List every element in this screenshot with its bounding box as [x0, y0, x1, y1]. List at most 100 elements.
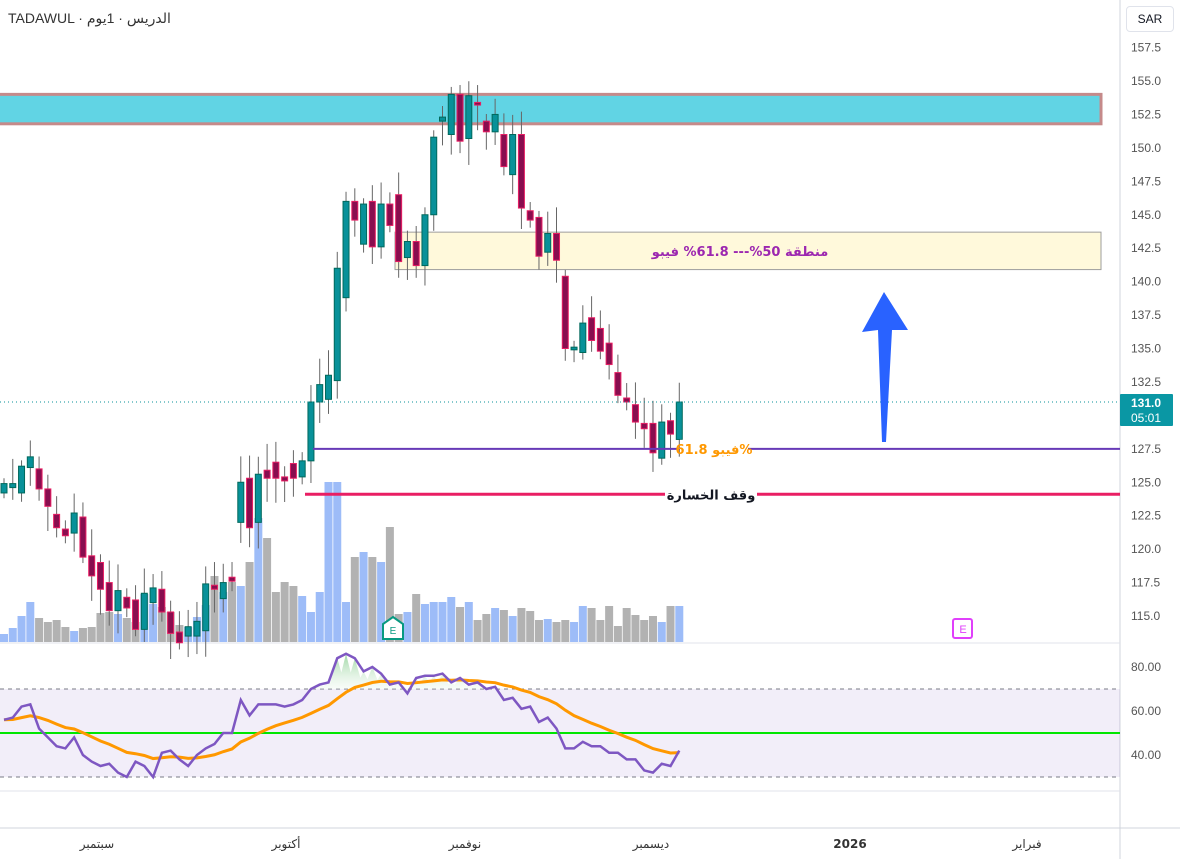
- volume-bar: [631, 615, 640, 642]
- volume-bar: [622, 608, 631, 642]
- candle-down: [53, 513, 61, 529]
- volume-bar: [675, 606, 684, 642]
- candle-down: [386, 203, 394, 226]
- earnings-icon[interactable]: [382, 615, 404, 640]
- volume-bar: [412, 594, 421, 642]
- candle-down: [526, 210, 534, 221]
- volume-bar: [87, 627, 96, 642]
- volume-bar: [0, 634, 8, 642]
- resistance-zone[interactable]: [0, 92, 1103, 126]
- candle-up: [377, 203, 385, 248]
- candle-down: [640, 422, 648, 430]
- price-tick: 120.0: [1131, 542, 1161, 556]
- candle-down: [631, 404, 639, 423]
- candle-down: [61, 528, 69, 537]
- volume-bar: [157, 607, 166, 642]
- candle-down: [500, 134, 508, 168]
- time-tick: سبتمبر: [79, 837, 114, 852]
- up-arrow-icon[interactable]: [862, 292, 908, 442]
- volume-bar: [219, 592, 228, 642]
- candle-up: [658, 421, 666, 459]
- volume-bar: [105, 612, 114, 642]
- candle-up: [509, 134, 517, 176]
- candle-down: [517, 134, 525, 209]
- volume-bar: [403, 612, 412, 642]
- rsi-tick: 60.00: [1131, 704, 1161, 718]
- fib-zone[interactable]: [394, 231, 1102, 271]
- volume-bar: [254, 518, 263, 642]
- currency-button[interactable]: SAR: [1126, 6, 1174, 32]
- last-price-badge: [1120, 394, 1173, 426]
- price-tick: 140.0: [1131, 275, 1161, 289]
- time-tick: 2026: [833, 837, 866, 851]
- volume-bar: [456, 607, 465, 642]
- volume-bar: [534, 620, 543, 642]
- candle-up: [237, 481, 245, 523]
- volume-bar: [385, 527, 394, 642]
- volume-bar: [570, 622, 579, 642]
- time-tick: أكتوبر: [271, 836, 301, 852]
- candle-up: [70, 512, 78, 534]
- candle-down: [667, 420, 675, 435]
- candle-up: [491, 113, 499, 133]
- candle-up: [333, 267, 341, 382]
- volume-bar: [578, 606, 587, 642]
- volume-bar: [324, 482, 333, 642]
- fib-618-label: فيبو 61.8%: [676, 443, 753, 458]
- rsi-tick: 80.00: [1131, 660, 1161, 674]
- candle-up: [140, 592, 148, 630]
- price-tick: 157.5: [1131, 41, 1161, 55]
- volume-bar: [52, 620, 61, 642]
- volume-bar: [648, 616, 657, 642]
- price-tick: 117.5: [1131, 576, 1160, 590]
- candle-up: [202, 583, 210, 632]
- volume-bar: [464, 602, 473, 642]
- stop-loss-label-bg: [665, 484, 757, 505]
- candle-down: [412, 241, 420, 267]
- volume-bar: [280, 582, 289, 642]
- volume-bar: [263, 538, 272, 642]
- volume-bar: [61, 627, 70, 642]
- volume-bar: [306, 612, 315, 642]
- volume-bar: [508, 616, 517, 642]
- candle-down: [132, 599, 140, 630]
- candle-down: [158, 588, 166, 613]
- price-tick: 147.5: [1131, 174, 1161, 188]
- candle-up: [447, 93, 455, 135]
- price-tick: 135.0: [1131, 342, 1161, 356]
- volume-bar: [342, 602, 351, 642]
- price-tick: 150.0: [1131, 141, 1161, 155]
- candle-down: [35, 468, 43, 490]
- candle-up: [675, 401, 683, 440]
- candle-down: [79, 516, 87, 558]
- candle-down: [281, 476, 289, 482]
- candle-down: [588, 317, 596, 341]
- candle-down: [368, 200, 376, 248]
- candle-down: [210, 584, 218, 590]
- volume-bar: [657, 622, 666, 642]
- volume-bar: [605, 606, 614, 642]
- upcoming-earnings-icon[interactable]: [952, 618, 973, 639]
- volume-bar: [26, 602, 35, 642]
- candle-up: [307, 401, 315, 462]
- candle-down: [474, 101, 482, 106]
- volume-bar: [596, 620, 605, 642]
- candle-down: [535, 216, 543, 257]
- rsi-overbought-fill: [310, 653, 504, 689]
- candle-down: [96, 562, 104, 590]
- volume-bar: [245, 562, 254, 642]
- volume-bar: [491, 608, 500, 642]
- volume-bar: [228, 582, 237, 642]
- price-tick: 152.5: [1131, 107, 1161, 121]
- candle-down: [553, 232, 561, 261]
- earnings-icon-label: E: [390, 626, 397, 637]
- price-tick: 137.5: [1131, 308, 1161, 322]
- volume-bar: [78, 628, 87, 642]
- volume-bar: [315, 592, 324, 642]
- volume-bar: [543, 619, 552, 642]
- price-tick: 125.0: [1131, 475, 1161, 489]
- volume-bar: [613, 626, 622, 642]
- volume-bar: [122, 618, 131, 642]
- candle-down: [228, 576, 236, 582]
